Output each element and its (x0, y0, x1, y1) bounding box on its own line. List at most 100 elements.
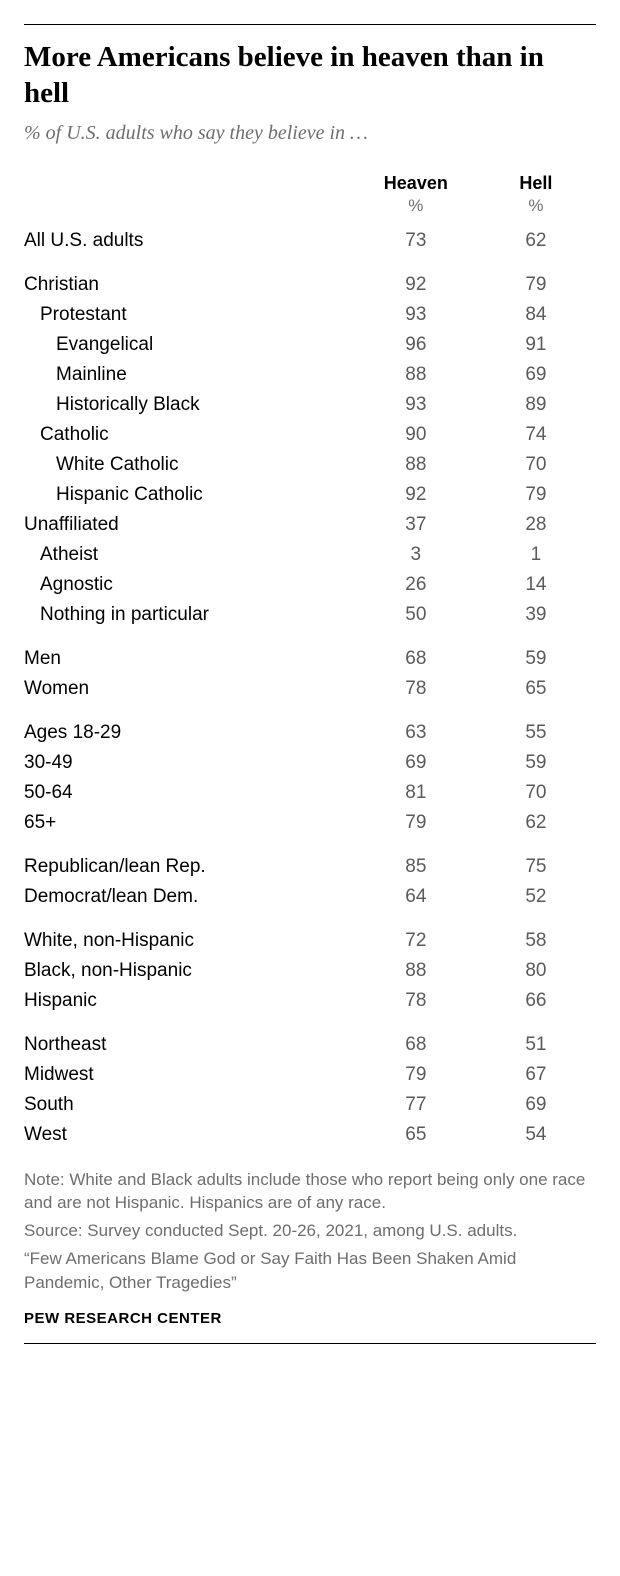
row-hell-value: 74 (476, 420, 596, 450)
row-label: Hispanic (24, 986, 356, 1016)
row-hell-value: 59 (476, 748, 596, 778)
data-table: Heaven Hell % % All U.S. adults7362Chris… (24, 173, 596, 1150)
row-heaven-value: 68 (356, 1016, 476, 1060)
row-hell-value: 39 (476, 600, 596, 630)
row-hell-value: 28 (476, 510, 596, 540)
table-row: 65+7962 (24, 808, 596, 838)
row-hell-value: 84 (476, 300, 596, 330)
table-row: Nothing in particular5039 (24, 600, 596, 630)
row-hell-value: 1 (476, 540, 596, 570)
table-row: White Catholic8870 (24, 450, 596, 480)
row-heaven-value: 73 (356, 226, 476, 256)
row-label: All U.S. adults (24, 226, 356, 256)
table-row: 50-648170 (24, 778, 596, 808)
row-hell-value: 69 (476, 1090, 596, 1120)
row-hell-value: 70 (476, 778, 596, 808)
row-heaven-value: 37 (356, 510, 476, 540)
table-row: Ages 18-296355 (24, 704, 596, 748)
row-heaven-value: 93 (356, 300, 476, 330)
row-label: 65+ (24, 808, 356, 838)
table-row: Agnostic2614 (24, 570, 596, 600)
pct-heaven: % (356, 196, 476, 226)
row-heaven-value: 68 (356, 630, 476, 674)
note-line: Note: White and Black adults include tho… (24, 1168, 596, 1216)
row-label: Protestant (24, 300, 356, 330)
row-hell-value: 14 (476, 570, 596, 600)
row-heaven-value: 88 (356, 450, 476, 480)
row-label: Christian (24, 256, 356, 300)
row-hell-value: 55 (476, 704, 596, 748)
table-row: Women7865 (24, 674, 596, 704)
row-hell-value: 51 (476, 1016, 596, 1060)
table-row: Hispanic7866 (24, 986, 596, 1016)
header-hell: Hell (476, 173, 596, 196)
row-heaven-value: 3 (356, 540, 476, 570)
row-label: Hispanic Catholic (24, 480, 356, 510)
row-heaven-value: 92 (356, 256, 476, 300)
row-label: West (24, 1120, 356, 1150)
row-hell-value: 67 (476, 1060, 596, 1090)
table-row: Atheist31 (24, 540, 596, 570)
subtitle: % of U.S. adults who say they believe in… (24, 122, 596, 145)
table-row: White, non-Hispanic7258 (24, 912, 596, 956)
row-heaven-value: 79 (356, 1060, 476, 1090)
row-heaven-value: 88 (356, 956, 476, 986)
row-hell-value: 62 (476, 808, 596, 838)
row-hell-value: 65 (476, 674, 596, 704)
row-heaven-value: 85 (356, 838, 476, 882)
table-row: 30-496959 (24, 748, 596, 778)
row-heaven-value: 78 (356, 986, 476, 1016)
row-label: Black, non-Hispanic (24, 956, 356, 986)
row-hell-value: 79 (476, 480, 596, 510)
table-row: Christian9279 (24, 256, 596, 300)
header-blank (24, 173, 356, 196)
row-hell-value: 54 (476, 1120, 596, 1150)
row-label: Women (24, 674, 356, 704)
table-row: Democrat/lean Dem.6452 (24, 882, 596, 912)
table-row: Evangelical9691 (24, 330, 596, 360)
row-heaven-value: 79 (356, 808, 476, 838)
row-label: Men (24, 630, 356, 674)
row-label: Atheist (24, 540, 356, 570)
row-label: Historically Black (24, 390, 356, 420)
row-heaven-value: 64 (356, 882, 476, 912)
row-heaven-value: 93 (356, 390, 476, 420)
table-row: Republican/lean Rep.8575 (24, 838, 596, 882)
row-label: Agnostic (24, 570, 356, 600)
row-hell-value: 62 (476, 226, 596, 256)
row-heaven-value: 77 (356, 1090, 476, 1120)
row-hell-value: 91 (476, 330, 596, 360)
row-heaven-value: 65 (356, 1120, 476, 1150)
row-label: White, non-Hispanic (24, 912, 356, 956)
table-row: Catholic9074 (24, 420, 596, 450)
row-hell-value: 80 (476, 956, 596, 986)
row-heaven-value: 72 (356, 912, 476, 956)
row-label: Democrat/lean Dem. (24, 882, 356, 912)
row-hell-value: 79 (476, 256, 596, 300)
note-line: Source: Survey conducted Sept. 20-26, 20… (24, 1219, 596, 1243)
pct-hell: % (476, 196, 596, 226)
row-label: Unaffiliated (24, 510, 356, 540)
row-hell-value: 75 (476, 838, 596, 882)
header-row: Heaven Hell (24, 173, 596, 196)
row-label: 50-64 (24, 778, 356, 808)
table-row: West6554 (24, 1120, 596, 1150)
table-row: South7769 (24, 1090, 596, 1120)
row-label: Nothing in particular (24, 600, 356, 630)
row-heaven-value: 92 (356, 480, 476, 510)
table-row: Unaffiliated3728 (24, 510, 596, 540)
row-label: South (24, 1090, 356, 1120)
row-hell-value: 59 (476, 630, 596, 674)
row-heaven-value: 81 (356, 778, 476, 808)
page-title: More Americans believe in heaven than in… (24, 39, 596, 112)
table-row: Midwest7967 (24, 1060, 596, 1090)
row-hell-value: 52 (476, 882, 596, 912)
row-hell-value: 69 (476, 360, 596, 390)
row-heaven-value: 63 (356, 704, 476, 748)
row-heaven-value: 90 (356, 420, 476, 450)
pct-row: % % (24, 196, 596, 226)
table-row: Historically Black9389 (24, 390, 596, 420)
row-label: White Catholic (24, 450, 356, 480)
row-hell-value: 66 (476, 986, 596, 1016)
row-heaven-value: 96 (356, 330, 476, 360)
